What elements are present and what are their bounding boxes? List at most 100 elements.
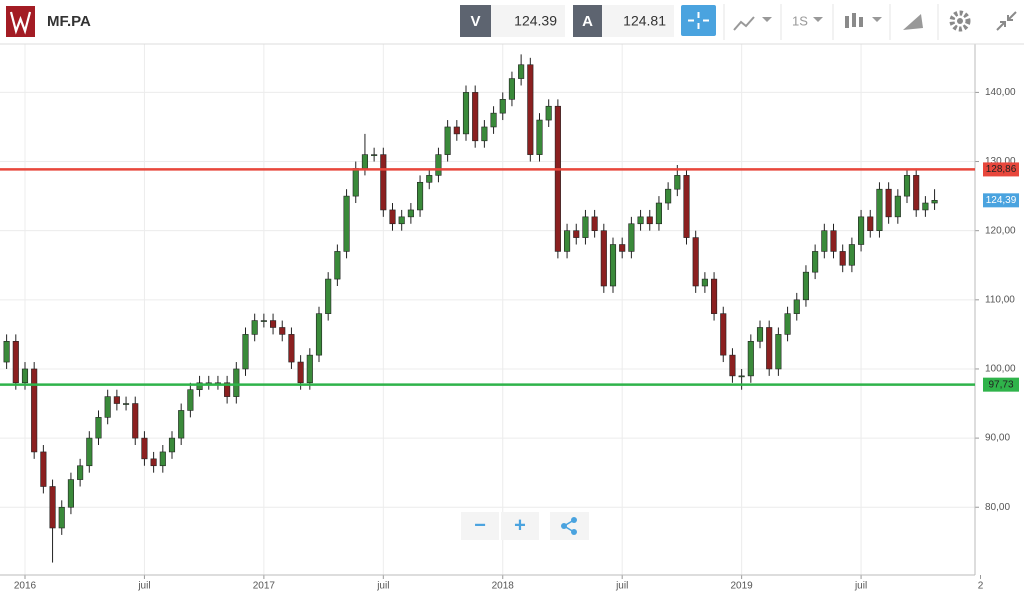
candle-body — [830, 230, 837, 252]
settings-button[interactable] — [949, 10, 971, 32]
candle-body — [306, 354, 313, 384]
candle-body — [279, 327, 286, 335]
candle-body — [931, 200, 938, 204]
candle-body — [77, 465, 84, 480]
candle-body — [435, 154, 442, 176]
x-tick-label: juil — [376, 581, 389, 592]
y-tick-label: 80,00 — [985, 502, 1010, 513]
candle-body — [922, 202, 929, 211]
candle-body — [187, 389, 194, 411]
candle-body — [812, 251, 819, 273]
zoom-out-button[interactable] — [461, 512, 499, 540]
bid-label: V — [470, 13, 480, 30]
candle-body — [499, 99, 506, 114]
x-tick-label: juil — [854, 581, 867, 592]
logo-mark — [9, 11, 32, 35]
period-button[interactable]: 1S — [792, 13, 808, 28]
x-tick-label: 2018 — [492, 581, 515, 592]
candle-body — [86, 437, 93, 467]
candle-body — [747, 341, 754, 377]
candle-body — [609, 244, 617, 287]
zoom-out-label: − — [474, 514, 486, 536]
level-tag — [983, 377, 1019, 392]
candle-body — [802, 271, 810, 301]
candle-body — [444, 126, 451, 155]
candle-body — [821, 230, 828, 252]
candle-body — [867, 216, 874, 231]
candle-body — [903, 175, 911, 197]
y-tick-label: 110,00 — [985, 294, 1015, 305]
y-tick-label: 100,00 — [985, 364, 1016, 375]
candle-body — [417, 181, 424, 211]
candle-body — [21, 368, 29, 384]
zoom-in-button[interactable] — [501, 512, 539, 540]
candle-body — [508, 78, 515, 100]
candle-body — [426, 175, 433, 183]
drawing-button[interactable] — [903, 14, 923, 30]
candle-body — [31, 368, 38, 453]
candle-body — [701, 278, 708, 287]
share-button[interactable] — [550, 512, 589, 540]
bid-box — [491, 5, 565, 37]
candle-body — [132, 403, 139, 439]
ask-button[interactable] — [573, 5, 602, 37]
candle-body — [67, 479, 74, 508]
candle-body — [380, 154, 387, 211]
candle-body — [159, 451, 166, 467]
candle-body — [738, 375, 745, 378]
candle-body — [472, 92, 479, 142]
zoom-in-label: + — [514, 514, 526, 536]
candle-body — [655, 202, 662, 225]
crosshair-button[interactable] — [681, 5, 716, 36]
last-price-tag — [983, 193, 1019, 208]
dropdown-arrow — [813, 17, 823, 22]
collapse-button[interactable] — [996, 11, 1017, 31]
candle-body — [371, 154, 378, 156]
candle-body — [674, 175, 681, 190]
candle-body — [104, 396, 111, 418]
candle-body — [343, 195, 350, 252]
bid-button[interactable] — [460, 5, 491, 37]
candle-body — [600, 230, 607, 287]
candle-body — [628, 223, 635, 252]
candle-body — [848, 244, 855, 266]
candle-body — [398, 216, 405, 225]
crosshair-icon — [688, 12, 709, 29]
candle-body — [3, 341, 10, 363]
candle-body — [288, 334, 295, 363]
candle-body — [168, 437, 176, 453]
candle-body — [270, 320, 277, 328]
candle-body — [141, 437, 148, 460]
dropdown-arrow — [762, 17, 772, 22]
candle-body — [692, 237, 699, 287]
candle-body — [839, 251, 846, 266]
candle-body — [536, 119, 543, 155]
candle-body — [545, 105, 552, 121]
candle-body — [720, 313, 727, 356]
candle-body — [196, 382, 203, 391]
level-label: 97,73 — [988, 379, 1013, 390]
x-tick-label: 2 — [978, 581, 984, 592]
candle-body — [894, 195, 901, 218]
chart-type-button[interactable] — [845, 13, 863, 28]
candle-body — [554, 105, 561, 252]
y-tick-label: 90,00 — [985, 433, 1010, 444]
candle-body — [334, 251, 341, 280]
candle-body — [224, 382, 231, 397]
candle-body — [12, 341, 19, 384]
candle-body — [582, 216, 589, 238]
candle-body — [775, 334, 782, 370]
candle-body — [113, 396, 120, 404]
dropdown-arrow — [872, 17, 882, 22]
indicators-button[interactable] — [733, 16, 755, 31]
candle-body — [178, 410, 185, 439]
candle-body — [260, 320, 267, 322]
candle-body — [885, 188, 892, 218]
candle-body — [784, 313, 791, 335]
candle-body — [564, 230, 571, 252]
candle-body — [315, 313, 323, 356]
candle-body — [407, 209, 414, 218]
candle-body — [665, 188, 672, 204]
candle-body — [95, 417, 102, 439]
